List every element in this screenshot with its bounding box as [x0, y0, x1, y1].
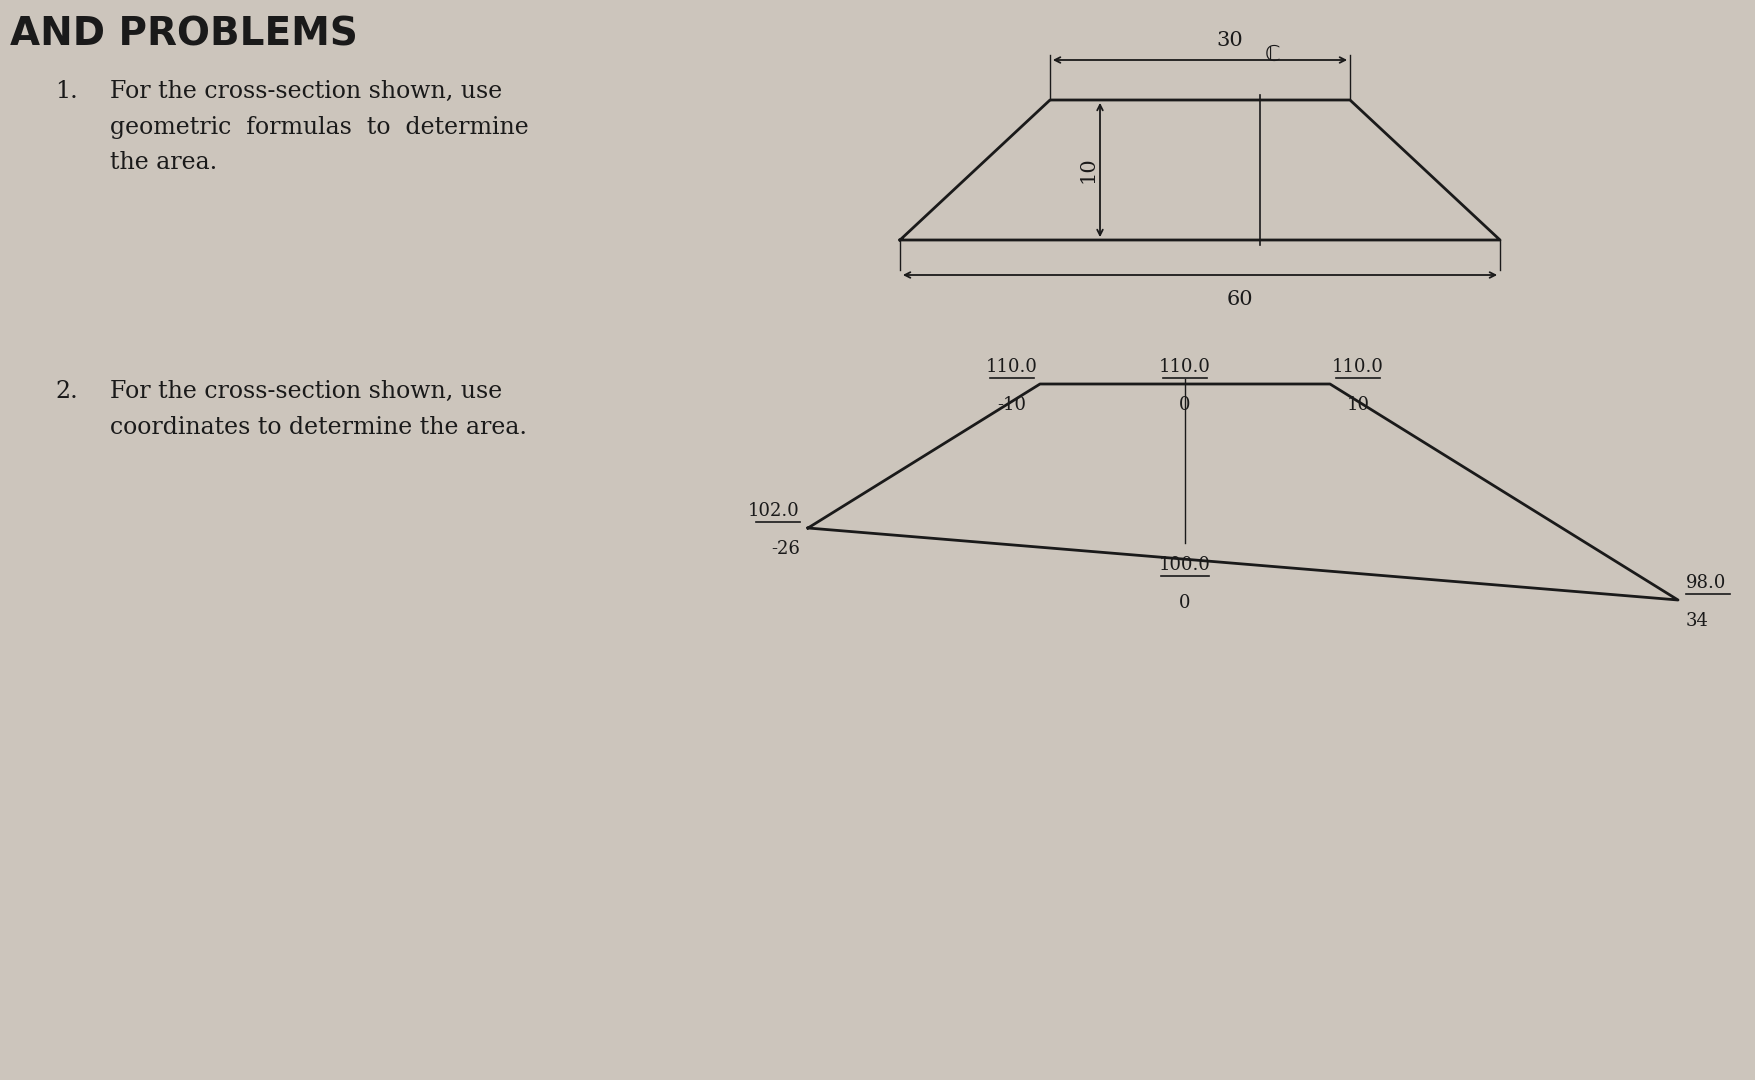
Text: 110.0: 110.0 [1158, 357, 1211, 376]
Text: For the cross-section shown, use
geometric  formulas  to  determine
the area.: For the cross-section shown, use geometr… [111, 80, 528, 174]
Text: 1.: 1. [54, 80, 77, 103]
Text: 34: 34 [1687, 612, 1709, 630]
Text: 110.0: 110.0 [986, 357, 1037, 376]
Text: 2.: 2. [54, 380, 77, 403]
Text: 110.0: 110.0 [1332, 357, 1385, 376]
Text: 30: 30 [1216, 31, 1243, 50]
Text: For the cross-section shown, use
coordinates to determine the area.: For the cross-section shown, use coordin… [111, 380, 526, 438]
Text: -26: -26 [770, 540, 800, 558]
Text: 60: 60 [1227, 291, 1253, 309]
Text: 102.0: 102.0 [748, 502, 800, 519]
Text: -10: -10 [997, 396, 1027, 414]
Text: ℂ: ℂ [1265, 45, 1281, 65]
Text: 0: 0 [1179, 396, 1190, 414]
Text: 100.0: 100.0 [1158, 556, 1211, 573]
Text: 10: 10 [1346, 396, 1369, 414]
Text: AND PROBLEMS: AND PROBLEMS [11, 15, 358, 53]
Text: 0: 0 [1179, 594, 1190, 612]
Text: 10: 10 [1079, 157, 1097, 184]
Text: 98.0: 98.0 [1687, 573, 1727, 592]
